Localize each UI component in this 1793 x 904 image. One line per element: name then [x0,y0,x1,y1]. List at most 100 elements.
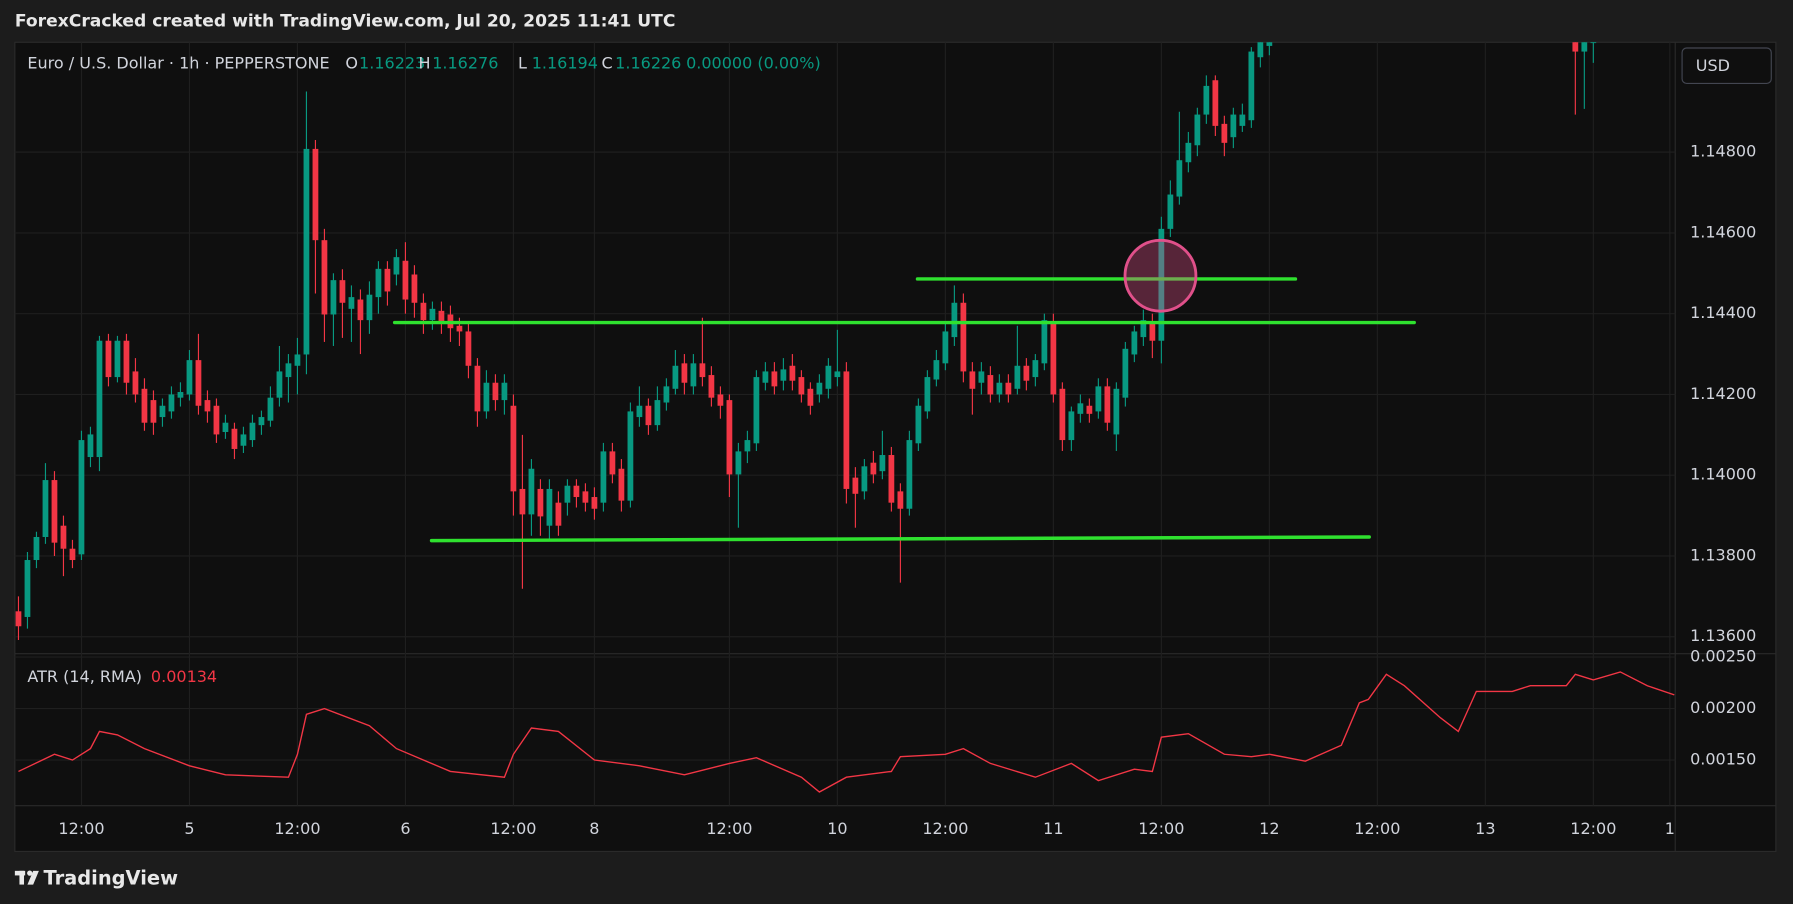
candle-body [69,548,76,561]
candle-body [87,434,94,458]
candle-body [366,294,373,321]
atr-tick-label: 0.00250 [1690,647,1756,666]
candle-body [951,302,958,338]
candle-body [1257,42,1264,58]
candle-body [1203,85,1210,115]
candle-body [1167,194,1174,229]
candle-body [501,382,508,401]
candle-body [357,299,364,321]
candle-body [123,340,130,383]
candle-body [1140,320,1147,338]
x-tick-label: 12:00 [274,819,320,838]
candle-body [933,360,940,380]
candle-body [564,485,571,503]
y-tick-label: 1.14000 [1690,465,1756,484]
logo-shape [27,870,33,876]
candle-body [672,365,679,389]
candle-body [1122,348,1129,398]
candle-body [1239,114,1246,126]
candle-body [312,148,319,241]
y-tick-label: 1.13800 [1690,545,1756,564]
candle-body [195,360,202,406]
candle-body [870,462,877,475]
candle-body [609,451,616,475]
candle-body [519,488,526,515]
candle-body [1248,51,1255,121]
candle-body [663,386,670,403]
candle-body [474,365,481,412]
candle-body [555,502,562,526]
currency-button[interactable] [1681,47,1772,84]
atr-value: 0.00134 [151,667,217,686]
candle-body [771,371,778,387]
candle-body [834,371,841,378]
candle-body [600,451,607,503]
candle-body [636,405,643,418]
x-tick-label: 13 [1475,819,1495,838]
y-tick-label: 1.14200 [1690,384,1756,403]
candle-body [1266,42,1273,46]
candle-body [276,371,283,398]
candle-body [186,360,193,395]
candle-body [303,148,310,355]
y-tick-label: 1.13600 [1690,626,1756,645]
atr-line [18,671,1675,793]
candle-body [924,377,931,412]
candle-body [1050,322,1057,395]
x-tick-label: 5 [184,819,194,838]
candle-body [402,260,409,300]
candle-body [690,363,697,387]
candle-body [546,488,553,526]
legend-value: 1.16276 [432,54,498,73]
candle-body [42,480,49,538]
atr-title: ATR (14, RMA) [27,667,142,686]
candle-body [618,468,625,501]
candle-body [978,371,985,383]
candle-body [969,371,976,389]
candle-body [1014,365,1021,389]
candle-body [294,354,301,366]
x-tick-label: 12:00 [58,819,104,838]
x-tick-label: 12:00 [1354,819,1400,838]
candle-body [456,325,463,332]
candle-body [1149,323,1156,341]
candle-body [825,365,832,389]
candle-body [78,440,85,555]
logo-shape [19,870,25,885]
candle-body [753,377,760,444]
brand-logo: TradingView [14,866,178,889]
candle-body [1059,388,1066,441]
candle-body [285,363,292,378]
candle-body [510,405,517,492]
legend-key: C [601,54,612,73]
candle-body [1005,382,1012,395]
x-tick-label: 6 [400,819,410,838]
legend-value: 1.16194 [532,54,598,73]
candle-body [807,388,814,406]
candle-body [726,400,733,475]
candle-body [852,477,859,494]
candle-body [96,340,103,458]
legend-key: O [345,54,358,73]
candle-body [231,428,238,449]
x-tick-label: 11 [1043,819,1063,838]
candle-body [1221,123,1228,143]
candle-body [1581,42,1588,52]
candle-body [150,400,157,423]
candle-body [222,422,229,433]
candle-body [1131,331,1138,355]
atr-tick-label: 0.00150 [1690,750,1756,769]
candle-body [735,451,742,475]
header-title: ForexCracked created with TradingView.co… [15,12,676,32]
candle-body [1176,160,1183,197]
candle-body [573,485,580,498]
currency-label[interactable]: USD [1696,56,1730,75]
candle-body [249,422,256,441]
chart-area [14,41,1777,852]
candle-body [1572,42,1579,52]
candle-body [132,371,139,395]
x-tick-label: 12:00 [706,819,752,838]
candle-body [627,411,634,501]
